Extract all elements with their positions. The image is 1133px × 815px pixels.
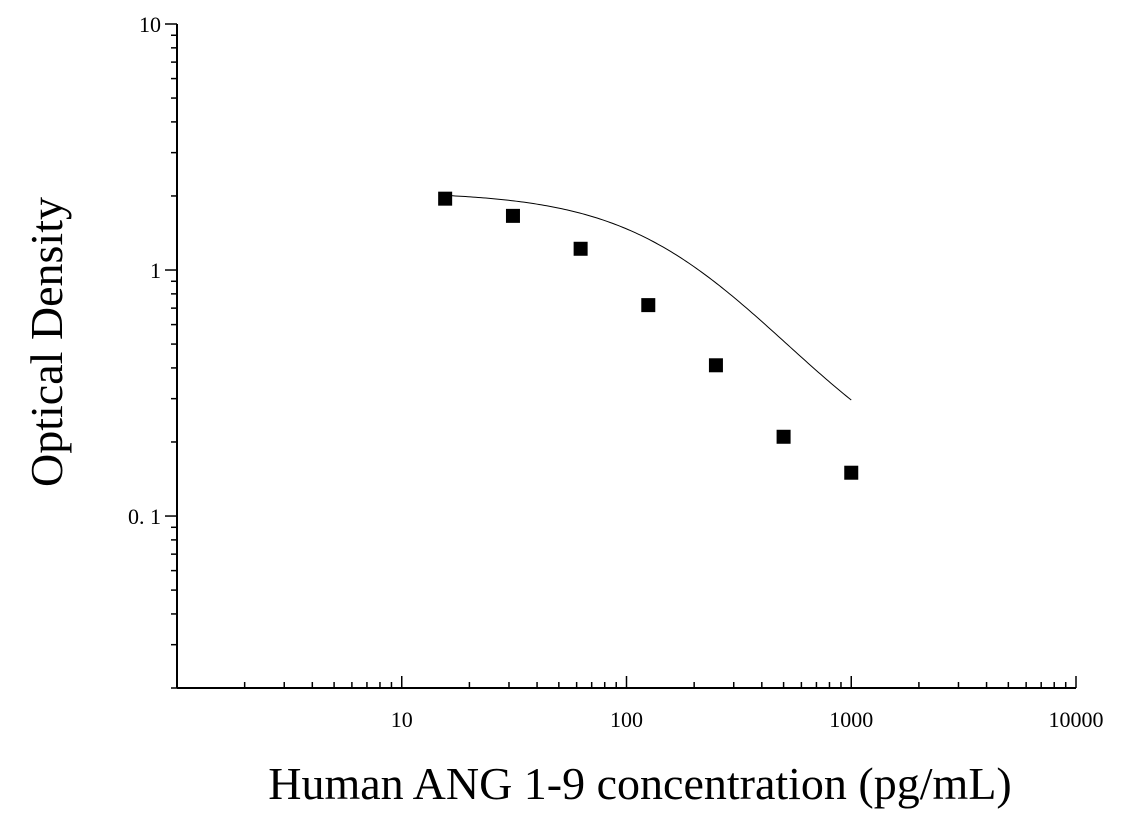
y-tick-label: 0. 1	[128, 504, 161, 529]
data-point	[438, 191, 453, 206]
y-tick-labels: 10 1 0. 1	[128, 12, 161, 529]
x-tick-labels: 10 100 1000 10000	[391, 707, 1104, 732]
data-point	[573, 241, 588, 256]
x-tick-label: 10000	[1049, 707, 1104, 732]
y-axis-title: Optical Density	[21, 197, 72, 487]
y-tick-label: 1	[150, 258, 161, 283]
data-point	[505, 208, 520, 223]
x-tick-label: 100	[610, 707, 643, 732]
fit-curve-line	[445, 194, 852, 401]
y-major-ticks	[165, 23, 177, 517]
x-major-ticks	[401, 676, 1077, 688]
x-axis-title: Human ANG 1-9 concentration (pg/mL)	[268, 758, 1011, 809]
data-point	[641, 298, 656, 313]
x-tick-label: 1000	[829, 707, 873, 732]
data-point	[708, 358, 723, 373]
data-points	[438, 191, 859, 480]
x-tick-label: 10	[391, 707, 413, 732]
x-minor-ticks	[243, 682, 1067, 688]
data-point	[844, 465, 859, 480]
data-point	[776, 429, 791, 444]
y-tick-label: 10	[139, 12, 161, 37]
